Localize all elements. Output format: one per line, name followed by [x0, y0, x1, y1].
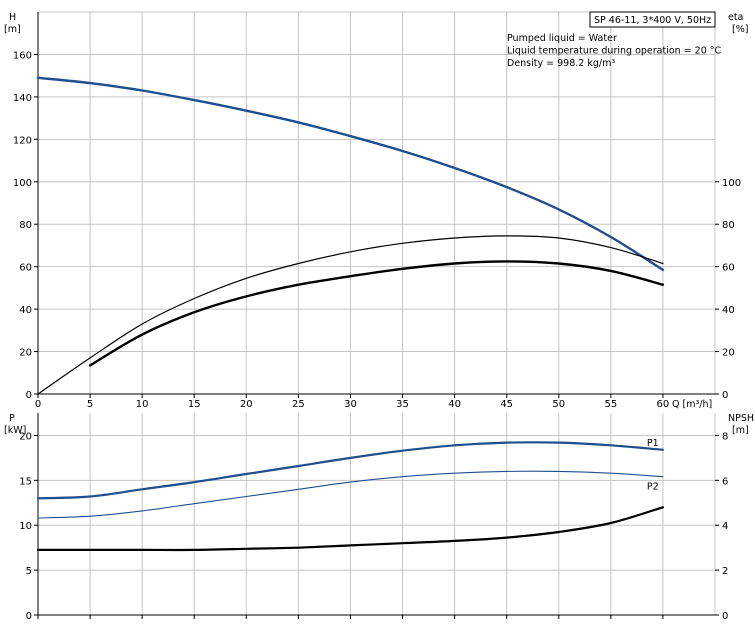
y-axis-unit-left: [kW] — [4, 425, 26, 436]
y-tick-label-right: 40 — [722, 305, 735, 316]
y-tick-label-left: 20 — [19, 348, 32, 359]
series-label-p1: P1 — [647, 438, 659, 449]
y-tick-label-left: 160 — [13, 50, 32, 61]
y-tick-label-left: 20 — [19, 431, 32, 442]
annotation-3: Density = 998.2 kg/m³ — [507, 58, 615, 69]
series-line-1-1 — [36, 76, 665, 272]
x-tick-label: 30 — [344, 399, 357, 410]
series-line-1-3 — [88, 260, 665, 367]
x-tick-label: 45 — [500, 399, 513, 410]
y-tick-label-left: 80 — [19, 220, 32, 231]
y-tick-label-right: 0 — [722, 611, 728, 622]
y-axis-title-right: eta — [728, 12, 743, 23]
y-tick-label-right: 80 — [722, 220, 735, 231]
x-axis-title: Q [m³/h] — [672, 399, 712, 410]
x-tick-label: 0 — [35, 399, 41, 410]
title-box — [589, 11, 716, 28]
y-tick-label-left: 60 — [19, 263, 32, 274]
x-tick-label: 10 — [136, 399, 149, 410]
y-axis-unit-right: [m] — [732, 425, 749, 436]
y-tick-label-right: 6 — [722, 476, 728, 487]
series-line-1-2 — [37, 235, 664, 395]
x-tick-label: 20 — [240, 399, 253, 410]
y-tick-label-right: 4 — [722, 521, 728, 532]
y-tick-label-left: 15 — [19, 476, 32, 487]
series-line-2-1 — [36, 441, 664, 500]
y-tick-label-left: 0 — [26, 611, 32, 622]
y-tick-label-right: 2 — [722, 566, 728, 577]
y-tick-label-right: 100 — [722, 178, 741, 189]
y-tick-label-left: 100 — [13, 178, 32, 189]
y-axis-unit-left: [m] — [4, 24, 21, 35]
series-label-p2: P2 — [647, 482, 659, 493]
y-axis-title-left: P — [9, 413, 15, 424]
y-axis-title-left: H — [9, 12, 16, 23]
y-tick-label-left: 0 — [26, 390, 32, 401]
y-tick-label-left: 140 — [13, 93, 32, 104]
y-tick-label-right: 0 — [722, 390, 728, 401]
y-tick-label-left: 120 — [13, 135, 32, 146]
x-tick-label: 35 — [396, 399, 409, 410]
x-tick-label: 15 — [188, 399, 201, 410]
chart-title: SP 46-11, 3*400 V, 50Hz — [594, 15, 711, 26]
annotation-1: Pumped liquid = Water — [507, 33, 617, 44]
y-tick-label-right: 20 — [722, 348, 735, 359]
series-line-2-2 — [37, 470, 664, 519]
y-tick-label-left: 40 — [19, 305, 32, 316]
x-tick-label: 5 — [87, 399, 93, 410]
x-tick-label: 50 — [552, 399, 565, 410]
y-tick-label-left: 5 — [26, 566, 32, 577]
y-tick-label-right: 60 — [722, 263, 735, 274]
x-tick-label: 60 — [657, 399, 670, 410]
x-tick-label: 40 — [448, 399, 461, 410]
y-tick-label-left: 10 — [19, 521, 32, 532]
y-tick-label-right: 8 — [722, 431, 728, 442]
annotation-2: Liquid temperature during operation = 20… — [507, 46, 722, 57]
y-axis-title-right: NPSH — [728, 413, 754, 424]
x-tick-label: 25 — [292, 399, 305, 410]
series-line-2-3 — [36, 506, 664, 552]
x-tick-label: 55 — [604, 399, 617, 410]
y-axis-unit-right: [%] — [732, 24, 748, 35]
